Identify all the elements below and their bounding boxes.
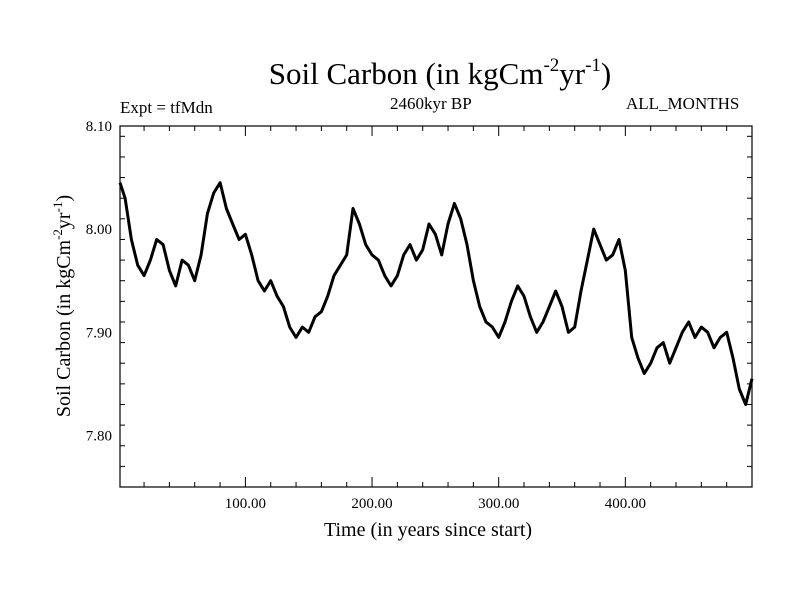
y-axis-label-part: -1 [50, 202, 65, 213]
y-axis-label-part: yr [53, 212, 75, 229]
y-tick-label: 8.10 [86, 119, 112, 135]
x-tick-label: 200.00 [351, 496, 392, 512]
months-label: ALL_MONTHS [626, 94, 740, 113]
y-tick-label: 7.80 [86, 428, 112, 444]
y-axis-label: Soil Carbon (in kgCm-2yr-1) [50, 195, 75, 417]
experiment-label: Expt = tfMdn [120, 98, 213, 117]
y-tick-label: 8.00 [86, 222, 112, 238]
title-sup2: -1 [585, 55, 601, 76]
plot-frame [119, 125, 753, 488]
period-label: 2460kyr BP [390, 94, 472, 113]
series-line [118, 181, 754, 406]
x-tick-label: 100.00 [225, 496, 266, 512]
y-axis-label-part: ) [53, 195, 75, 202]
title-mid: yr [559, 56, 586, 91]
chart-title: Soil Carbon (in kgCm-2yr-1) [0, 55, 800, 92]
y-tick-label: 7.90 [86, 325, 112, 341]
y-axis-label-part: Soil Carbon (in kgCm [53, 239, 75, 417]
x-axis-label: Time (in years since start) [324, 519, 532, 541]
x-tick-label: 300.00 [478, 496, 519, 512]
y-axis-label-part: -2 [50, 229, 65, 240]
x-tick-label: 400.00 [605, 496, 646, 512]
title-main: Soil Carbon (in kgCm [268, 56, 544, 91]
title-sup1: -2 [543, 55, 560, 76]
title-end: ) [600, 56, 612, 91]
